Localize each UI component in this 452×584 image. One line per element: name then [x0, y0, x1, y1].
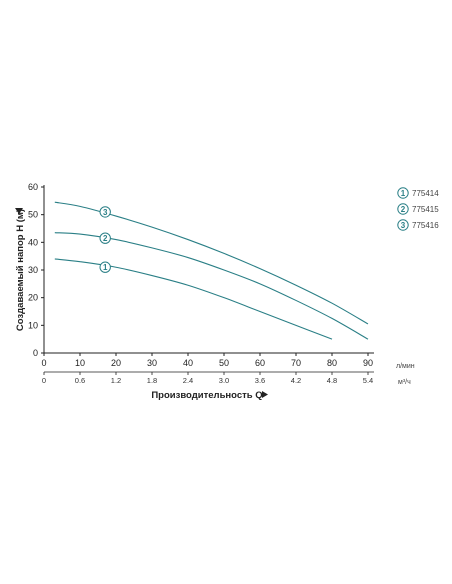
x-tick-label: 90	[363, 358, 373, 368]
x-tick-label: 20	[111, 358, 121, 368]
x-axis-arrow-icon	[262, 391, 268, 398]
x2-tick-label: 2.4	[183, 376, 193, 385]
legend-series-name-2: 775415	[412, 205, 439, 214]
y-tick-label: 40	[28, 237, 38, 247]
x-axis-title: Производительность Q	[151, 390, 262, 401]
x-tick-label: 70	[291, 358, 301, 368]
x-tick-label: 60	[255, 358, 265, 368]
curve-series-2	[54, 232, 369, 340]
x2-tick-label: 4.2	[291, 376, 301, 385]
legend-marker-label-2: 2	[401, 205, 406, 214]
y-tick-label: 20	[28, 293, 38, 303]
x-tick-label: 40	[183, 358, 193, 368]
y-axis-arrow-icon	[15, 208, 23, 214]
x2-tick-label: 1.8	[147, 376, 157, 385]
legend-marker-circle-1	[397, 187, 409, 199]
curve-marker-label-3: 3	[103, 208, 108, 217]
chart-legend: 1 775414 2 775415 3 775416	[397, 187, 439, 231]
curve-marker-label-1: 1	[103, 263, 108, 272]
legend-series-name-1: 775414	[412, 189, 439, 198]
legend-marker-label-3: 3	[401, 221, 406, 230]
y-tick-label: 0	[33, 348, 38, 358]
x2-tick-label: 0.6	[75, 376, 85, 385]
y-tick-label: 10	[28, 320, 38, 330]
x-tick-label: 80	[327, 358, 337, 368]
chart-axes: 0 10 20 30 40 50 60 0 10 20 30 40 50 60 70 80 90 0 0.6 1.2 1…	[28, 182, 374, 385]
curve-series-1	[54, 258, 333, 340]
x2-tick-label: 3.6	[255, 376, 265, 385]
x2-tick-label: 5.4	[363, 376, 373, 385]
x-tick-label: 0	[41, 358, 46, 368]
chart-markers: 1 2 3	[99, 206, 111, 273]
y-tick-label: 30	[28, 265, 38, 275]
legend-series-name-3: 775416	[412, 221, 439, 230]
y-tick-label: 60	[28, 182, 38, 192]
legend-marker-circle-2	[397, 203, 409, 215]
y-axis-title: Создаваемый напор H (м)	[15, 209, 26, 331]
legend-marker-label-1: 1	[401, 189, 406, 198]
x2-tick-label: 3.0	[219, 376, 229, 385]
x-tick-label: 30	[147, 358, 157, 368]
legend-marker-circle-3	[397, 219, 409, 231]
chart-curves	[54, 201, 369, 340]
y-tick-label: 50	[28, 210, 38, 220]
x2-unit-label: м³/ч	[398, 379, 411, 386]
curve-series-3	[54, 201, 369, 325]
curve-marker-circle-3	[99, 206, 111, 218]
curve-marker-label-2: 2	[103, 234, 108, 243]
x2-tick-label: 1.2	[111, 376, 121, 385]
curve-marker-circle-1	[99, 261, 111, 273]
x2-tick-label: 4.8	[327, 376, 337, 385]
x-unit-label: л/мин	[396, 363, 415, 370]
x-tick-label: 50	[219, 358, 229, 368]
curve-marker-circle-2	[99, 232, 111, 244]
x2-tick-label: 0	[42, 376, 46, 385]
x-tick-label: 10	[75, 358, 85, 368]
